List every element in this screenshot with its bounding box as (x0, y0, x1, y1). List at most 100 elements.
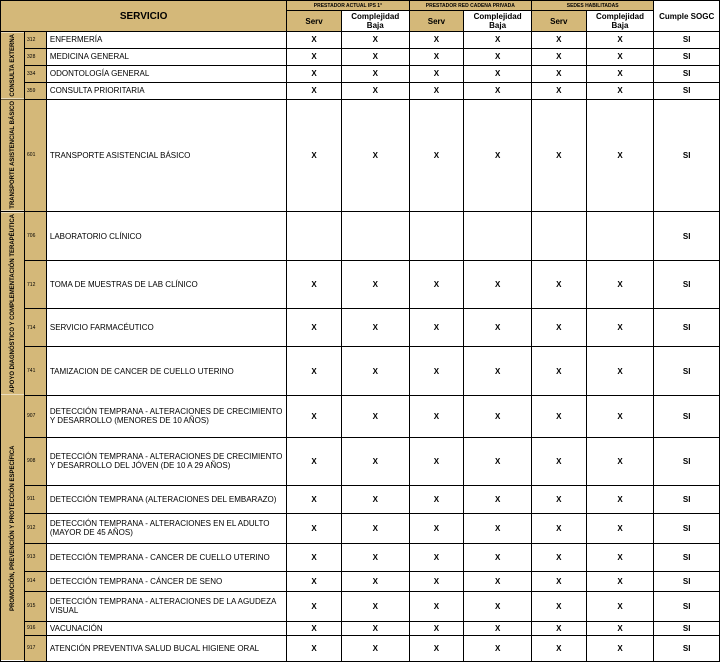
category-label: PROMOCIÓN, PREVENCIÓN Y PROTECCIÓN ESPEC… (1, 395, 25, 661)
mark-cell: X (464, 32, 532, 49)
mark-cell: X (287, 65, 342, 82)
mark-cell: X (586, 513, 654, 543)
mark-cell: X (531, 591, 586, 621)
category-label: TRANSPORTE ASISTENCIAL BÁSICO (1, 99, 25, 212)
mark-cell: X (531, 621, 586, 635)
mark-cell: X (464, 571, 532, 591)
mark-cell: X (409, 513, 464, 543)
mark-cell: X (287, 437, 342, 485)
service-name: DETECCIÓN TEMPRANA - ALTERACIONES DE CRE… (46, 437, 286, 485)
table-row: 913DETECCIÓN TEMPRANA - CANCER DE CUELLO… (1, 543, 720, 571)
mark-cell: X (531, 635, 586, 661)
mark-cell: X (341, 347, 409, 396)
cumple-cell: SI (654, 347, 720, 396)
header-servicio: SERVICIO (1, 1, 287, 32)
service-code: 741 (25, 347, 47, 396)
service-code: 916 (25, 621, 47, 635)
mark-cell: X (531, 513, 586, 543)
service-name: VACUNACIÓN (46, 621, 286, 635)
service-name: ENFERMERÍA (46, 32, 286, 49)
mark-cell: X (531, 48, 586, 65)
service-code: 328 (25, 48, 47, 65)
mark-cell: X (464, 635, 532, 661)
mark-cell: X (531, 99, 586, 212)
mark-cell: X (464, 437, 532, 485)
mark-cell: X (287, 99, 342, 212)
mark-cell: X (464, 309, 532, 347)
service-code: 914 (25, 571, 47, 591)
category-label: APOYO DIAGNÓSTICO Y COMPLEMENTACIÓN TERA… (1, 212, 25, 396)
mark-cell (341, 212, 409, 261)
mark-cell: X (341, 513, 409, 543)
cumple-cell: SI (654, 621, 720, 635)
table-row: 917ATENCIÓN PREVENTIVA SALUD BUCAL HIGIE… (1, 635, 720, 661)
mark-cell: X (586, 347, 654, 396)
table-row: 359CONSULTA PRIORITARIAXXXXXXSI (1, 82, 720, 99)
mark-cell: X (341, 309, 409, 347)
cumple-cell: SI (654, 99, 720, 212)
mark-cell: X (409, 621, 464, 635)
cumple-cell: SI (654, 212, 720, 261)
mark-cell: X (287, 591, 342, 621)
mark-cell: X (341, 65, 409, 82)
mark-cell: X (531, 485, 586, 513)
service-name: LABORATORIO CLÍNICO (46, 212, 286, 261)
table-row: 915DETECCIÓN TEMPRANA - ALTERACIONES DE … (1, 591, 720, 621)
mark-cell: X (586, 437, 654, 485)
header-serv-2: Serv (409, 11, 464, 32)
mark-cell: X (586, 65, 654, 82)
cumple-cell: SI (654, 437, 720, 485)
mark-cell: X (464, 621, 532, 635)
mark-cell: X (531, 437, 586, 485)
mark-cell (287, 212, 342, 261)
table-row: 911DETECCIÓN TEMPRANA (ALTERACIONES DEL … (1, 485, 720, 513)
cumple-cell: SI (654, 395, 720, 437)
mark-cell: X (409, 635, 464, 661)
mark-cell: X (586, 621, 654, 635)
mark-cell: X (409, 260, 464, 309)
mark-cell: X (341, 48, 409, 65)
table-row: 334ODONTOLOGÍA GENERALXXXXXXSI (1, 65, 720, 82)
mark-cell: X (287, 347, 342, 396)
mark-cell: X (464, 347, 532, 396)
service-name: TOMA DE MUESTRAS DE LAB CLÍNICO (46, 260, 286, 309)
mark-cell (464, 212, 532, 261)
mark-cell: X (464, 395, 532, 437)
mark-cell: X (531, 65, 586, 82)
mark-cell: X (409, 82, 464, 99)
service-code: 714 (25, 309, 47, 347)
mark-cell: X (464, 48, 532, 65)
table-row: 914DETECCIÓN TEMPRANA - CÁNCER DE SENOXX… (1, 571, 720, 591)
mark-cell: X (586, 571, 654, 591)
header-group-2: PRESTADOR RED CADENA PRIVADA (409, 1, 531, 11)
mark-cell: X (287, 635, 342, 661)
mark-cell: X (586, 635, 654, 661)
table-head: SERVICIO PRESTADOR ACTUAL IPS 1° PRESTAD… (1, 1, 720, 32)
table-row: 714SERVICIO FARMACÉUTICOXXXXXXSI (1, 309, 720, 347)
service-name: CONSULTA PRIORITARIA (46, 82, 286, 99)
mark-cell: X (464, 65, 532, 82)
mark-cell: X (341, 99, 409, 212)
cumple-cell: SI (654, 32, 720, 49)
table-row: 912DETECCIÓN TEMPRANA - ALTERACIONES EN … (1, 513, 720, 543)
cumple-cell: SI (654, 591, 720, 621)
mark-cell: X (464, 260, 532, 309)
service-name: TAMIZACION DE CANCER DE CUELLO UTERINO (46, 347, 286, 396)
mark-cell: X (531, 543, 586, 571)
service-code: 915 (25, 591, 47, 621)
mark-cell: X (287, 395, 342, 437)
service-name: ODONTOLOGÍA GENERAL (46, 65, 286, 82)
mark-cell: X (341, 621, 409, 635)
table-row: PROMOCIÓN, PREVENCIÓN Y PROTECCIÓN ESPEC… (1, 395, 720, 437)
header-cumple: Cumple SOGC (654, 1, 720, 32)
mark-cell: X (586, 485, 654, 513)
mark-cell: X (464, 513, 532, 543)
service-code: 911 (25, 485, 47, 513)
mark-cell: X (409, 32, 464, 49)
service-code: 312 (25, 32, 47, 49)
mark-cell: X (341, 591, 409, 621)
mark-cell (531, 212, 586, 261)
mark-cell: X (287, 32, 342, 49)
services-table: SERVICIO PRESTADOR ACTUAL IPS 1° PRESTAD… (0, 0, 720, 662)
service-name: DETECCIÓN TEMPRANA - CANCER DE CUELLO UT… (46, 543, 286, 571)
